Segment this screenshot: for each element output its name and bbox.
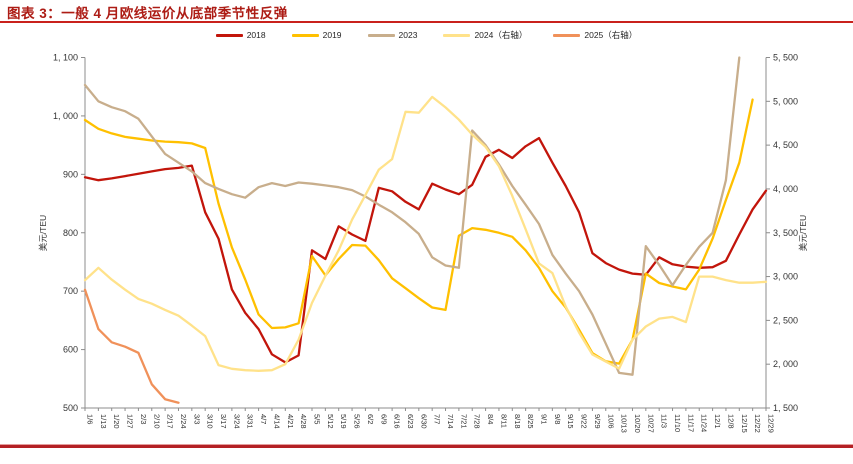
series-line-2019 bbox=[83, 98, 754, 365]
left-axis-tick-label: 500 bbox=[63, 403, 78, 413]
left-axis-tick-label: 800 bbox=[63, 228, 78, 238]
x-axis-tick-label: 8/11 bbox=[499, 414, 508, 428]
x-axis-tick-label: 11/24 bbox=[700, 414, 709, 432]
x-axis-tick-label: 10/6 bbox=[606, 414, 615, 429]
right-axis-tick-label: 5, 000 bbox=[773, 96, 798, 106]
legend-swatch bbox=[443, 33, 471, 37]
x-axis-tick-label: 7/21 bbox=[459, 414, 468, 429]
x-axis-tick-label: 6/30 bbox=[419, 414, 428, 429]
x-axis-tick-label: 9/15 bbox=[566, 414, 575, 429]
x-axis-tick-label: 8/18 bbox=[513, 414, 522, 429]
x-axis-tick-label: 12/15 bbox=[740, 414, 749, 433]
legend-item-2023: 2023 bbox=[367, 30, 418, 40]
x-axis-tick-label: 2/10 bbox=[152, 414, 161, 429]
x-axis-tick-label: 6/9 bbox=[379, 414, 388, 424]
legend-label: 2023 bbox=[398, 30, 418, 40]
x-axis-tick-label: 3/17 bbox=[219, 414, 228, 429]
x-axis-tick-label: 8/25 bbox=[526, 414, 535, 429]
x-axis-tick-label: 2/24 bbox=[179, 414, 188, 429]
left-axis-title: 美元/TEU bbox=[38, 215, 48, 251]
legend-item-2024: 2024（右轴） bbox=[443, 29, 527, 41]
x-axis-tick-label: 2/17 bbox=[166, 414, 175, 429]
series-line-2025 bbox=[83, 288, 180, 404]
right-axis-tick-label: 2, 000 bbox=[773, 359, 798, 369]
x-axis-tick-label: 3/31 bbox=[246, 414, 255, 429]
x-axis-tick-label: 11/17 bbox=[686, 414, 695, 432]
left-axis-tick-label: 600 bbox=[63, 345, 78, 355]
x-axis-tick-label: 6/16 bbox=[393, 414, 402, 429]
legend-swatch bbox=[367, 33, 395, 37]
x-axis-tick-label: 3/10 bbox=[206, 414, 215, 429]
legend-swatch bbox=[291, 33, 319, 37]
x-axis-tick-label: 3/3 bbox=[192, 414, 201, 424]
x-axis-tick-label: 4/28 bbox=[299, 414, 308, 429]
right-axis-tick-label: 5, 500 bbox=[773, 53, 798, 63]
x-axis-tick-label: 7/28 bbox=[473, 414, 482, 429]
x-axis-tick-label: 5/26 bbox=[353, 414, 362, 429]
legend-label: 2025（右轴） bbox=[584, 30, 638, 40]
legend-item-2018: 2018 bbox=[215, 30, 266, 40]
x-axis-tick-label: 6/23 bbox=[406, 414, 415, 429]
x-axis-tick-label: 4/7 bbox=[259, 414, 268, 424]
chart-title: 图表 3：一般 4 月欧线运价从底部季节性反弹 bbox=[7, 6, 288, 21]
x-axis-tick-label: 10/20 bbox=[633, 414, 642, 433]
x-axis-tick-label: 9/8 bbox=[553, 414, 562, 424]
footer-rule bbox=[0, 444, 853, 448]
x-axis-tick-label: 1/13 bbox=[99, 414, 108, 429]
legend-swatch bbox=[553, 33, 581, 37]
x-axis-tick-label: 10/13 bbox=[620, 414, 629, 433]
x-axis-tick-label: 12/8 bbox=[726, 414, 735, 429]
x-axis-tick-label: 12/1 bbox=[713, 414, 722, 429]
series-line-2024 bbox=[83, 95, 768, 372]
series-line-2023 bbox=[83, 56, 741, 376]
x-axis-tick-label: 12/22 bbox=[753, 414, 762, 433]
x-axis-tick-label: 1/27 bbox=[126, 414, 135, 429]
chart-legend: 2018 2019 2023 2024（右轴） 2025（右轴） bbox=[0, 28, 853, 42]
x-axis-tick-label: 9/22 bbox=[580, 414, 589, 429]
right-axis-tick-label: 4, 000 bbox=[773, 184, 798, 194]
x-axis-tick-label: 11/3 bbox=[660, 414, 669, 428]
legend-swatch bbox=[215, 33, 243, 37]
x-axis-tick-label: 3/24 bbox=[232, 414, 241, 429]
legend-item-2019: 2019 bbox=[291, 30, 342, 40]
left-axis-tick-label: 700 bbox=[63, 286, 78, 296]
legend-label: 2018 bbox=[246, 30, 266, 40]
left-axis-tick-label: 1, 100 bbox=[53, 53, 78, 63]
x-axis-tick-label: 7/14 bbox=[446, 414, 455, 429]
right-axis-tick-label: 4, 500 bbox=[773, 140, 798, 150]
x-axis-tick-label: 9/1 bbox=[540, 414, 549, 424]
x-axis-tick-label: 7/7 bbox=[433, 414, 442, 424]
x-axis-tick-label: 6/2 bbox=[366, 414, 375, 424]
x-axis-tick-label: 5/5 bbox=[313, 414, 322, 424]
x-axis-tick-label: 10/27 bbox=[646, 414, 655, 433]
x-axis-tick-label: 5/12 bbox=[326, 414, 335, 429]
left-axis-tick-label: 1, 000 bbox=[53, 111, 78, 121]
x-axis-tick-label: 9/29 bbox=[593, 414, 602, 429]
x-axis-tick-label: 11/10 bbox=[673, 414, 682, 432]
series-line-2018 bbox=[83, 136, 768, 364]
line-chart: 500 600 700 800 900 1, 000 1, 100 1, 500 2, 000 2… bbox=[38, 53, 808, 433]
x-axis-tick-label: 4/21 bbox=[286, 414, 295, 429]
right-axis-tick-label: 3, 000 bbox=[773, 272, 798, 282]
legend-label: 2024（右轴） bbox=[474, 30, 528, 40]
x-axis-tick-label: 8/4 bbox=[486, 414, 495, 424]
right-axis-title: 美元/TEU bbox=[798, 215, 808, 251]
x-axis-tick-label: 1/6 bbox=[86, 414, 95, 424]
legend-label: 2019 bbox=[322, 30, 342, 40]
right-axis-tick-label: 2, 500 bbox=[773, 315, 798, 325]
x-axis-tick-label: 1/20 bbox=[112, 414, 121, 429]
x-axis-tick-label: 2/3 bbox=[139, 414, 148, 424]
right-axis-tick-label: 3, 500 bbox=[773, 228, 798, 238]
right-axis-tick-label: 1, 500 bbox=[773, 403, 798, 413]
x-axis-tick-label: 12/29 bbox=[767, 414, 776, 433]
x-axis-tick-label: 5/19 bbox=[339, 414, 348, 429]
x-axis-tick-label: 4/14 bbox=[272, 414, 281, 429]
title-underline bbox=[0, 21, 853, 23]
legend-item-2025: 2025（右轴） bbox=[553, 29, 637, 41]
left-axis-tick-label: 900 bbox=[63, 169, 78, 179]
